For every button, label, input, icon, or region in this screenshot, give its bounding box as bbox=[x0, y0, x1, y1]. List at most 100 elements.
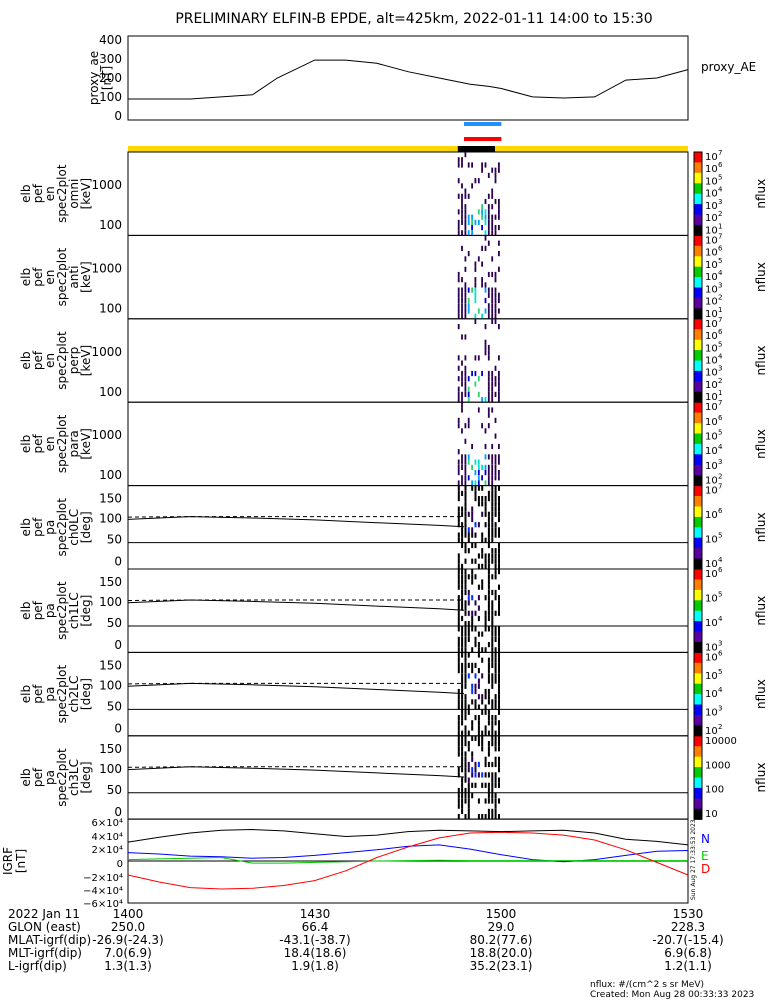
spectrogram-cell bbox=[484, 308, 487, 314]
spectrogram-cell bbox=[457, 397, 460, 403]
spectrogram-cell bbox=[494, 563, 497, 569]
spectrogram-cell bbox=[498, 569, 500, 575]
spectrogram-cell bbox=[484, 798, 487, 804]
spectrogram-cell bbox=[481, 397, 483, 403]
spectrogram-cell bbox=[464, 626, 467, 632]
colorbar-swatch bbox=[694, 708, 702, 713]
colorbar-swatch bbox=[694, 252, 702, 257]
colorbar-tick: 10 bbox=[705, 284, 718, 295]
spectrogram-cell bbox=[477, 704, 480, 710]
spectrogram-cell bbox=[461, 574, 464, 580]
colorbar-tick: 10 bbox=[705, 809, 718, 820]
spectrogram-cell bbox=[481, 496, 484, 502]
colorbar-swatch bbox=[694, 694, 702, 699]
spectrogram-cell bbox=[464, 225, 467, 231]
spectrogram-cell bbox=[491, 574, 494, 580]
spectrogram-cell bbox=[464, 678, 467, 684]
spectrogram-cell bbox=[491, 683, 494, 689]
spectrogram-cell bbox=[487, 814, 490, 820]
loss-cone-line bbox=[127, 766, 465, 778]
spectrogram-cell bbox=[498, 642, 500, 648]
spectrogram-cell bbox=[457, 647, 460, 653]
spectrogram-cell bbox=[461, 683, 464, 689]
spectrogram-cell bbox=[481, 225, 483, 231]
colorbar-swatch bbox=[694, 812, 702, 817]
spectrogram-cell bbox=[491, 459, 494, 465]
spectrogram-cell bbox=[494, 730, 497, 736]
spectrogram-cell bbox=[471, 230, 473, 236]
spectrogram-cell bbox=[461, 480, 463, 486]
colorbar-tick-exp: 2 bbox=[718, 210, 722, 218]
spectrogram-cell bbox=[487, 699, 490, 705]
spectrogram-cell bbox=[464, 668, 467, 674]
colorbar-tick: 10 bbox=[705, 319, 718, 330]
colorbar-tick: 10 bbox=[705, 297, 718, 308]
spectrogram-cell bbox=[484, 704, 487, 710]
spectrogram-cell bbox=[464, 532, 467, 538]
spectrogram-cell bbox=[494, 704, 497, 710]
spectrogram-cell bbox=[491, 475, 494, 481]
spectrogram-cell bbox=[464, 579, 467, 585]
spectrogram-cell bbox=[498, 595, 500, 601]
panel-ytick: 50 bbox=[107, 616, 122, 630]
colorbar-tick: 10 bbox=[705, 402, 718, 413]
spectrogram-cell bbox=[477, 308, 480, 314]
spectrogram-cell bbox=[467, 777, 470, 783]
spectrogram-cell bbox=[461, 584, 464, 590]
spectrogram-cell bbox=[461, 626, 464, 632]
spectrogram-cell bbox=[484, 209, 487, 215]
colorbar-swatch bbox=[694, 443, 702, 448]
colorbar-tick-exp: 4 bbox=[718, 269, 723, 277]
spectrogram-cell bbox=[457, 277, 460, 283]
spectrogram-cell bbox=[491, 193, 494, 199]
spectrogram-cell bbox=[487, 709, 490, 715]
spectrogram-cell bbox=[494, 761, 497, 768]
colorbar-swatch bbox=[694, 721, 702, 726]
spectrogram-cell bbox=[494, 511, 497, 517]
colorbar-tick: 10 bbox=[705, 189, 718, 200]
panel-ylabel: en bbox=[43, 270, 57, 285]
spectrogram-cell bbox=[474, 313, 477, 319]
spectrogram-cell bbox=[484, 428, 487, 434]
spectrogram-cell bbox=[457, 652, 460, 658]
spectrogram-cell bbox=[464, 480, 467, 486]
colorbar-swatch bbox=[694, 204, 702, 209]
panel-ytick: 100 bbox=[99, 512, 122, 526]
spectrogram-cell bbox=[491, 407, 494, 413]
spectrogram-cell bbox=[491, 793, 494, 799]
spectrogram-cell bbox=[487, 344, 490, 351]
spectrogram-cell bbox=[491, 376, 494, 382]
spectrogram-cell bbox=[467, 308, 470, 314]
spectrogram-cell bbox=[461, 767, 464, 773]
spectrogram-cell bbox=[461, 214, 463, 220]
colorbar-swatch bbox=[694, 343, 702, 348]
spectrogram-cell bbox=[477, 642, 480, 648]
colorbar-swatch bbox=[694, 200, 702, 205]
spectrogram-cell bbox=[484, 219, 487, 225]
spectrogram-cell bbox=[474, 282, 477, 288]
spectrogram-cell bbox=[498, 376, 500, 382]
colorbar-swatch bbox=[694, 614, 702, 619]
igrf-side-note: Sun Aug 27 17:33:53 2023 bbox=[690, 819, 697, 900]
igrf-ytick: −4×10⁴ bbox=[83, 886, 123, 897]
spectrogram-cell bbox=[461, 605, 464, 611]
colorbar-swatch bbox=[694, 482, 702, 487]
colorbar-swatch bbox=[694, 179, 702, 184]
spectrogram-cell bbox=[494, 198, 497, 205]
spectrogram-cell bbox=[471, 668, 474, 674]
spectrogram-cell bbox=[491, 553, 494, 559]
spectrogram-cell bbox=[461, 636, 464, 642]
spectrogram-cell bbox=[457, 157, 460, 163]
spectrogram-cell bbox=[487, 454, 490, 460]
spectrogram-cell bbox=[498, 386, 500, 392]
spectrogram-cell bbox=[498, 355, 500, 361]
ephem-cell: 18.4(18.6) bbox=[284, 946, 347, 960]
spectrogram-cell bbox=[457, 558, 460, 564]
spectrogram-cell bbox=[457, 209, 460, 215]
colorbar-label: nflux bbox=[754, 763, 768, 793]
spectrogram-cell bbox=[464, 725, 467, 731]
spectrogram-cell bbox=[461, 615, 464, 622]
spectrogram-cell bbox=[477, 496, 480, 502]
spectrogram-cell bbox=[461, 198, 463, 205]
spectrogram-cell bbox=[477, 798, 480, 804]
